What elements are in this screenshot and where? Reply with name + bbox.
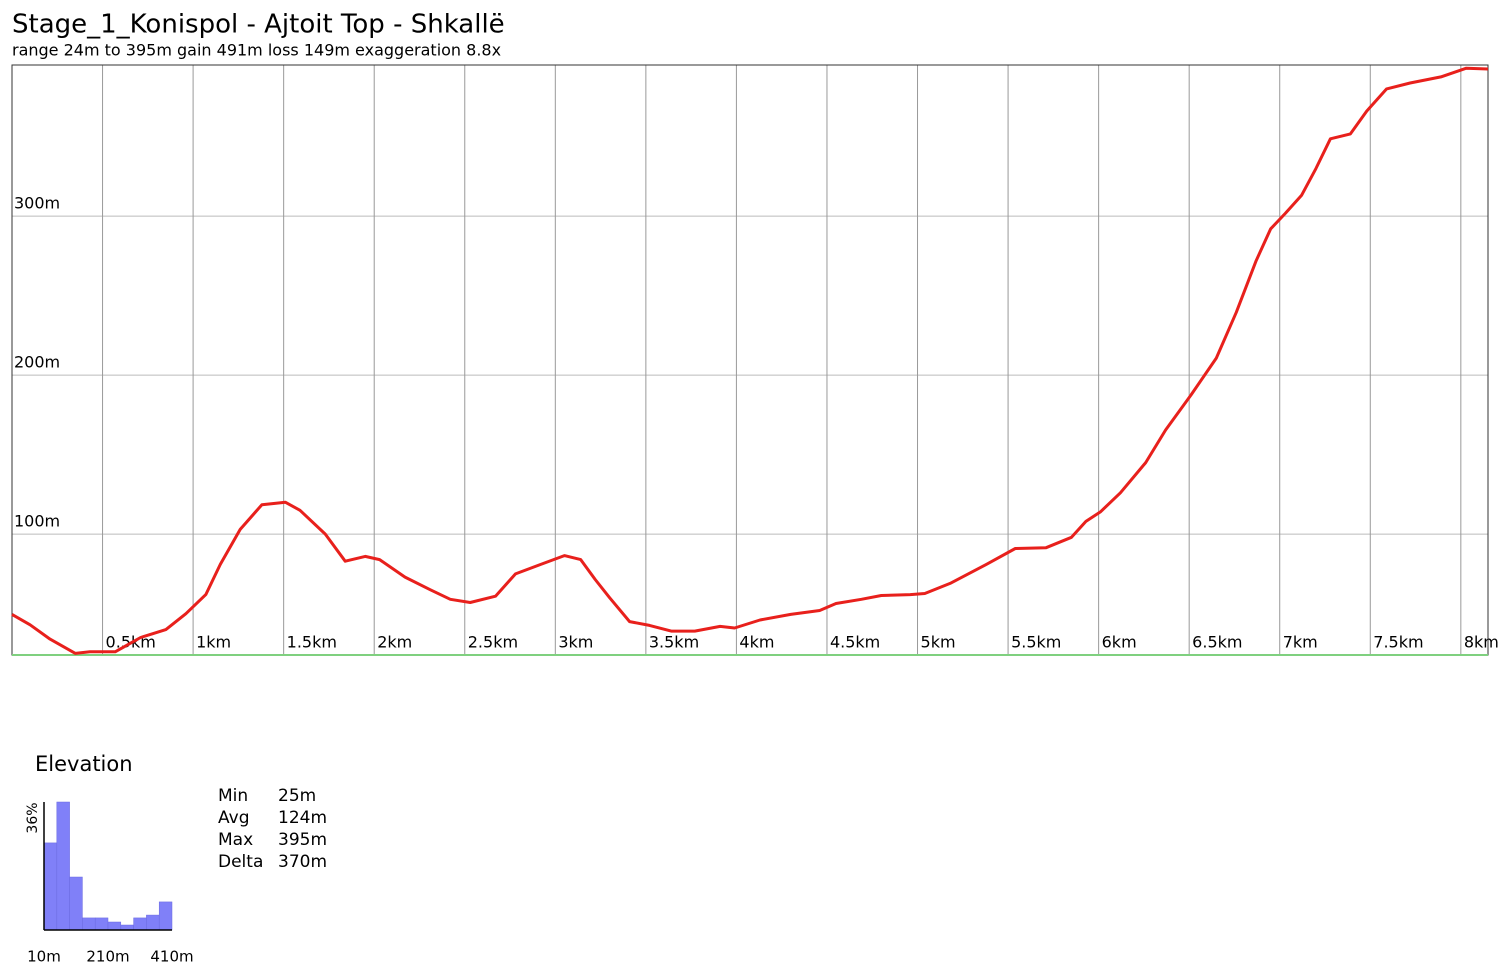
stat-value: 395m [278,830,327,850]
x-tick-label: 6.5km [1192,633,1242,652]
x-tick-label: 3.5km [649,633,699,652]
x-tick-label: 7.5km [1373,633,1423,652]
x-tick-label: 210m [86,948,129,966]
x-tick-label: 7km [1283,633,1318,652]
x-tick-label: 4km [739,633,774,652]
x-tick-label: 5km [921,633,956,652]
x-tick-label: 2km [377,633,412,652]
x-tick-label: 410m [150,948,193,966]
histogram-bar [158,901,173,931]
stat-label: Avg [218,808,250,828]
stat-label: Delta [218,852,263,872]
x-tick-label: 4.5km [830,633,880,652]
x-tick-label: 10m [27,948,61,966]
x-tick-label: 1km [196,633,231,652]
histogram-bar [146,914,160,931]
elevation-line [11,66,1489,655]
x-tick-label: 5.5km [1011,633,1061,652]
y-tick-label: 100m [14,512,60,531]
histogram-bar [107,921,122,931]
stat-value: 124m [278,808,327,828]
histogram-title: Elevation [35,752,133,776]
stat-label: Max [218,830,253,850]
stat-value: 25m [278,786,316,806]
histogram-bar [133,917,147,931]
histogram-bar [94,917,109,931]
x-tick-label: 3km [558,633,593,652]
chart-title: Stage_1_Konispol - Ajtoit Top - Shkallë [12,10,505,40]
stat-label: Min [218,786,248,806]
y-tick-label: 300m [14,194,60,213]
x-tick-label: 6km [1102,633,1137,652]
x-tick-label: 2.5km [468,633,518,652]
x-tick-label: 8km [1464,633,1499,652]
y-tick-label: 36% [25,802,41,833]
histogram-bar [69,876,83,931]
histogram-bar [43,842,58,931]
stat-value: 370m [278,852,327,872]
histogram-bar [56,801,70,931]
plot-frame [11,64,1489,656]
y-tick-label: 200m [14,353,60,372]
histogram-bar [82,917,96,931]
chart-subtitle: range 24m to 395m gain 491m loss 149m ex… [12,41,501,60]
x-tick-label: 1.5km [287,633,337,652]
